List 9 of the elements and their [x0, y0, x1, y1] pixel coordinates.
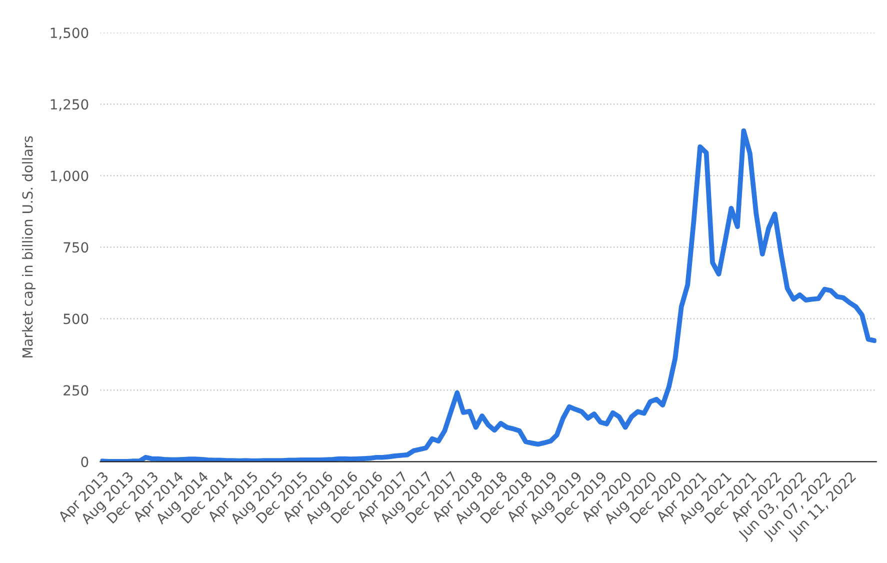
y-tick-label: 1,500 — [50, 28, 88, 40]
y-tick-label: 500 — [64, 314, 88, 324]
y-tick-label: 0 — [81, 456, 88, 468]
y-axis-title: Market cap in billion U.S. dollars — [22, 136, 36, 358]
y-tick-label: 750 — [64, 242, 88, 253]
y-tick-label: 1,000 — [50, 170, 88, 183]
y-tick-label: 1,250 — [50, 99, 88, 112]
line-series — [100, 128, 876, 462]
y-tick-label: 250 — [64, 385, 88, 396]
